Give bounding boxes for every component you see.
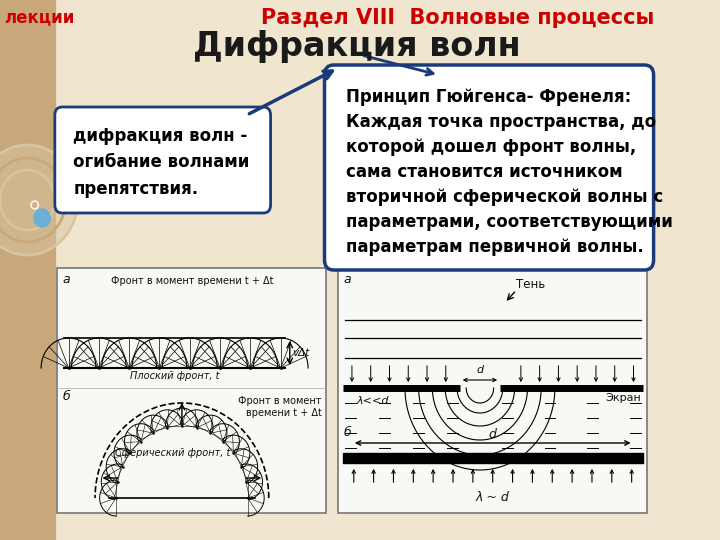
- Text: Раздел VIII  Волновые процессы: Раздел VIII Волновые процессы: [261, 8, 654, 28]
- Text: vΔt: vΔt: [292, 348, 310, 358]
- Text: б: б: [62, 390, 70, 403]
- Text: Принцип Гюйгенса- Френеля:
Каждая точка пространства, до
которой дошел фронт вол: Принцип Гюйгенса- Френеля: Каждая точка …: [346, 88, 672, 256]
- Circle shape: [0, 145, 78, 255]
- Circle shape: [34, 209, 50, 227]
- Text: Плоский фронт, t: Плоский фронт, t: [130, 371, 220, 381]
- FancyBboxPatch shape: [338, 268, 647, 513]
- Text: дифракция волн -
огибание волнами
препятствия.: дифракция волн - огибание волнами препят…: [73, 127, 250, 198]
- FancyBboxPatch shape: [55, 107, 271, 213]
- Text: d: d: [489, 428, 497, 441]
- Text: а: а: [343, 273, 351, 286]
- Text: λ ~ d: λ ~ d: [476, 491, 510, 504]
- Text: Фронт в момент времени t + Δt: Фронт в момент времени t + Δt: [111, 276, 273, 286]
- FancyBboxPatch shape: [57, 268, 326, 513]
- FancyBboxPatch shape: [325, 65, 654, 270]
- Text: λ<<d: λ<<d: [356, 396, 389, 406]
- Text: лекции: лекции: [4, 8, 74, 26]
- Text: Фронт в момент
времени t + Δt: Фронт в момент времени t + Δt: [238, 396, 322, 417]
- Text: Дифракция волн: Дифракция волн: [193, 30, 521, 63]
- Text: d: d: [477, 365, 484, 375]
- Text: б: б: [343, 426, 351, 439]
- Bar: [0, 0, 55, 540]
- Text: Тень: Тень: [516, 278, 545, 291]
- Text: Экран: Экран: [605, 393, 641, 403]
- Text: а: а: [62, 273, 70, 286]
- Text: Сферический фронт, t: Сферический фронт, t: [115, 448, 230, 458]
